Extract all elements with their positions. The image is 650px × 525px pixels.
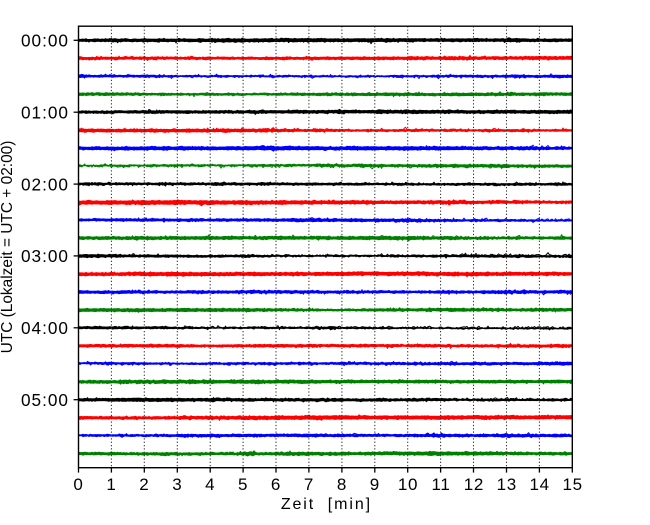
svg-text:Zeit [min]: Zeit [min] — [281, 496, 372, 513]
svg-text:6: 6 — [271, 475, 281, 494]
svg-text:UTC (Lokalzeit = UTC + 02:00): UTC (Lokalzeit = UTC + 02:00) — [0, 141, 16, 354]
svg-text:0: 0 — [73, 475, 83, 494]
svg-text:10: 10 — [398, 475, 418, 494]
svg-text:4: 4 — [205, 475, 215, 494]
svg-text:1: 1 — [106, 475, 116, 494]
svg-text:05:00: 05:00 — [21, 390, 69, 410]
svg-text:2: 2 — [139, 475, 149, 494]
svg-text:02:00: 02:00 — [21, 174, 69, 194]
svg-text:01:00: 01:00 — [21, 102, 69, 122]
svg-text:13: 13 — [497, 475, 517, 494]
svg-text:00:00: 00:00 — [21, 31, 69, 51]
svg-text:11: 11 — [431, 475, 450, 494]
svg-text:9: 9 — [370, 475, 380, 494]
svg-text:14: 14 — [530, 475, 550, 494]
svg-text:8: 8 — [337, 475, 347, 494]
svg-text:7: 7 — [304, 475, 314, 494]
svg-text:04:00: 04:00 — [21, 318, 69, 338]
svg-text:12: 12 — [464, 475, 484, 494]
svg-text:3: 3 — [172, 475, 182, 494]
svg-text:03:00: 03:00 — [21, 246, 69, 266]
svg-text:5: 5 — [238, 475, 248, 494]
svg-text:15: 15 — [562, 475, 582, 494]
